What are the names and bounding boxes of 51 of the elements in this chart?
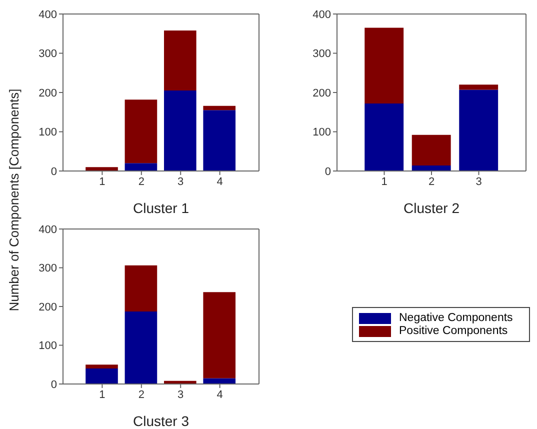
x-axis-title: Cluster 3: [132, 413, 190, 429]
legend-label: Positive Components: [399, 325, 508, 337]
bar: [124, 100, 158, 164]
x-tick-label: 3: [178, 388, 184, 401]
bar: [164, 90, 196, 171]
y-axis-title: Number of Components [Components]: [6, 88, 22, 312]
y-tick-label: 0: [50, 166, 57, 178]
x-tick-label: 1: [99, 176, 106, 188]
bar: [364, 28, 404, 104]
y-tick-label: 400: [38, 8, 57, 21]
y-tick-label: 0: [50, 378, 57, 391]
y-tick-label: 100: [38, 126, 57, 139]
y-tick-label: 200: [38, 87, 57, 100]
x-axis-title: Cluster 1: [132, 200, 190, 216]
bar: [164, 30, 196, 91]
bar: [364, 103, 404, 171]
bar: [124, 265, 158, 312]
y-tick-label: 300: [312, 48, 331, 60]
x-tick-label: 2: [428, 176, 435, 188]
bar: [203, 110, 236, 171]
bar: [124, 312, 158, 384]
legend-label: Negative Components: [399, 312, 513, 324]
bar: [124, 163, 158, 171]
bar: [203, 378, 236, 384]
x-tick-label: 4: [216, 388, 223, 401]
x-tick-label: 2: [138, 176, 144, 188]
x-tick-label: 2: [138, 388, 144, 401]
x-axis-title: Cluster 2: [403, 200, 460, 216]
y-tick-label: 200: [38, 301, 57, 314]
y-tick-label: 100: [312, 126, 331, 139]
y-tick-label: 300: [38, 48, 57, 60]
bar: [86, 368, 118, 384]
y-tick-label: 0: [324, 166, 331, 178]
y-tick-label: 100: [38, 340, 57, 352]
y-tick-label: 300: [38, 262, 57, 275]
y-tick-label: 200: [312, 87, 331, 100]
bar: [203, 292, 236, 378]
bar: [459, 84, 498, 90]
bar: [412, 166, 451, 171]
bar: [203, 106, 236, 110]
x-tick-label: 3: [476, 176, 482, 188]
bar: [86, 364, 118, 368]
x-tick-label: 1: [99, 388, 106, 401]
bar: [86, 167, 118, 171]
bar: [459, 90, 498, 171]
bar: [412, 134, 451, 166]
x-tick-label: 1: [381, 176, 388, 188]
x-tick-label: 4: [216, 176, 223, 188]
y-tick-label: 400: [312, 8, 331, 21]
x-tick-label: 3: [178, 176, 184, 188]
y-tick-label: 400: [38, 224, 57, 236]
